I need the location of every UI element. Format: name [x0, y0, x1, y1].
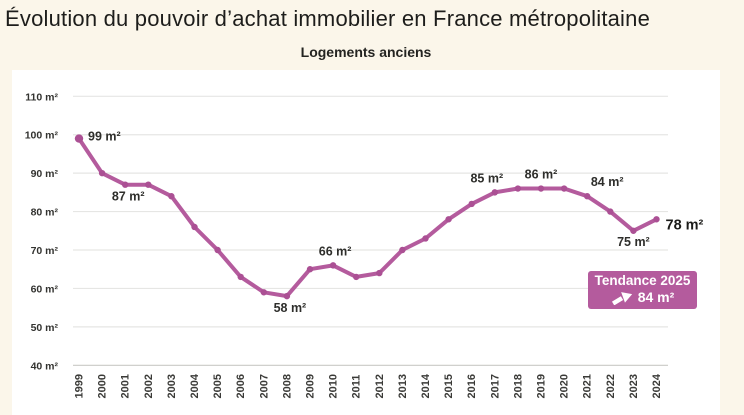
data-point-label: 99 m²: [88, 130, 121, 144]
x-axis-year-label: 1999: [74, 374, 86, 398]
x-axis-year-label: 2024: [651, 373, 663, 398]
chart-subtitle: Logements anciens: [300, 44, 432, 60]
data-point-marker: [214, 246, 221, 254]
y-axis-tick-label: 40 m²: [31, 360, 59, 372]
x-axis-year-label: 2010: [328, 374, 340, 398]
x-axis-year-label: 2004: [189, 373, 201, 398]
x-axis-year-label: 2009: [305, 374, 317, 398]
data-point-marker: [283, 292, 291, 300]
y-axis-tick-label: 50 m²: [31, 322, 59, 334]
x-axis-year-label: 2017: [489, 374, 501, 398]
x-axis-year-label: 2007: [258, 374, 270, 398]
data-point-marker: [399, 246, 406, 254]
data-point-marker: [445, 216, 452, 223]
y-axis-tick-label: 60 m²: [31, 283, 59, 295]
data-point-marker: [191, 223, 198, 231]
y-axis-tick-label: 110 m²: [25, 91, 58, 103]
x-axis-year-label: 2022: [605, 374, 617, 398]
x-axis-year-label: 2015: [443, 374, 455, 398]
data-point-label: 84 m²: [591, 175, 624, 189]
data-point-marker: [122, 181, 129, 188]
x-axis-year-label: 2018: [512, 374, 524, 398]
data-point-marker: [260, 289, 267, 296]
data-point-marker: [560, 185, 568, 192]
data-point-label: 58 m²: [274, 301, 307, 315]
x-axis-year-label: 2020: [559, 374, 571, 398]
x-axis-year-label: 2012: [374, 374, 386, 398]
y-axis-tick-label: 80 m²: [31, 207, 59, 219]
data-point-marker: [329, 262, 337, 269]
data-point-label: 78 m²: [666, 217, 704, 233]
data-point-label: 66 m²: [319, 244, 352, 258]
x-axis-year-label: 2011: [351, 375, 363, 399]
data-point-label: 75 m²: [617, 235, 650, 249]
trend-badge-value: 84 m²: [637, 289, 675, 306]
x-axis-year-label: 2013: [397, 374, 409, 398]
data-point-label: 86 m²: [525, 168, 558, 182]
x-axis-year-label: 2023: [628, 374, 640, 398]
data-point-marker: [168, 193, 175, 200]
x-axis-year-label: 2000: [97, 374, 109, 398]
data-point-marker: [653, 216, 660, 223]
trend-up-arrow-icon: [611, 291, 632, 305]
data-point-marker: [468, 200, 475, 208]
x-axis-year-label: 2003: [166, 374, 178, 398]
x-axis-year-label: 2021: [582, 374, 594, 398]
data-point-marker: [376, 269, 383, 277]
data-point-marker: [74, 134, 84, 143]
x-axis-year-label: 2002: [143, 374, 155, 398]
data-point-label: 87 m²: [112, 190, 145, 204]
series-line: [77, 136, 659, 299]
data-point-marker: [584, 193, 591, 200]
x-axis-year-label: 2001: [120, 374, 132, 398]
data-point-marker: [353, 273, 360, 281]
x-axis-year-label: 2008: [281, 374, 293, 398]
trend-badge-title: Tendance 2025: [594, 273, 691, 289]
y-axis-tick-label: 70 m²: [31, 245, 59, 257]
data-point-marker: [607, 208, 614, 215]
data-point-marker: [514, 185, 522, 192]
data-point-marker: [306, 266, 314, 273]
trend-badge: Tendance 2025 84 m²: [588, 271, 697, 309]
data-point-marker: [237, 273, 244, 281]
x-axis-year-label: 2014: [420, 373, 432, 398]
x-axis-year-label: 2019: [536, 374, 548, 398]
chart-panel: [12, 70, 720, 415]
x-axis-year-label: 2016: [466, 374, 478, 398]
data-point-label: 85 m²: [470, 171, 503, 185]
x-axis-year-label: 2005: [212, 374, 224, 398]
x-axis-year-label: 2006: [235, 374, 247, 398]
page-title: Évolution du pouvoir d’achat immobilier …: [5, 6, 651, 31]
y-axis-tick-label: 100 m²: [25, 130, 59, 142]
y-axis-tick-label: 90 m²: [31, 168, 59, 180]
data-point-marker: [630, 227, 637, 234]
data-point-marker: [537, 185, 545, 192]
data-point-marker: [422, 235, 429, 242]
data-point-marker: [145, 181, 152, 188]
data-point-marker: [491, 189, 498, 196]
data-point-marker: [98, 169, 106, 177]
